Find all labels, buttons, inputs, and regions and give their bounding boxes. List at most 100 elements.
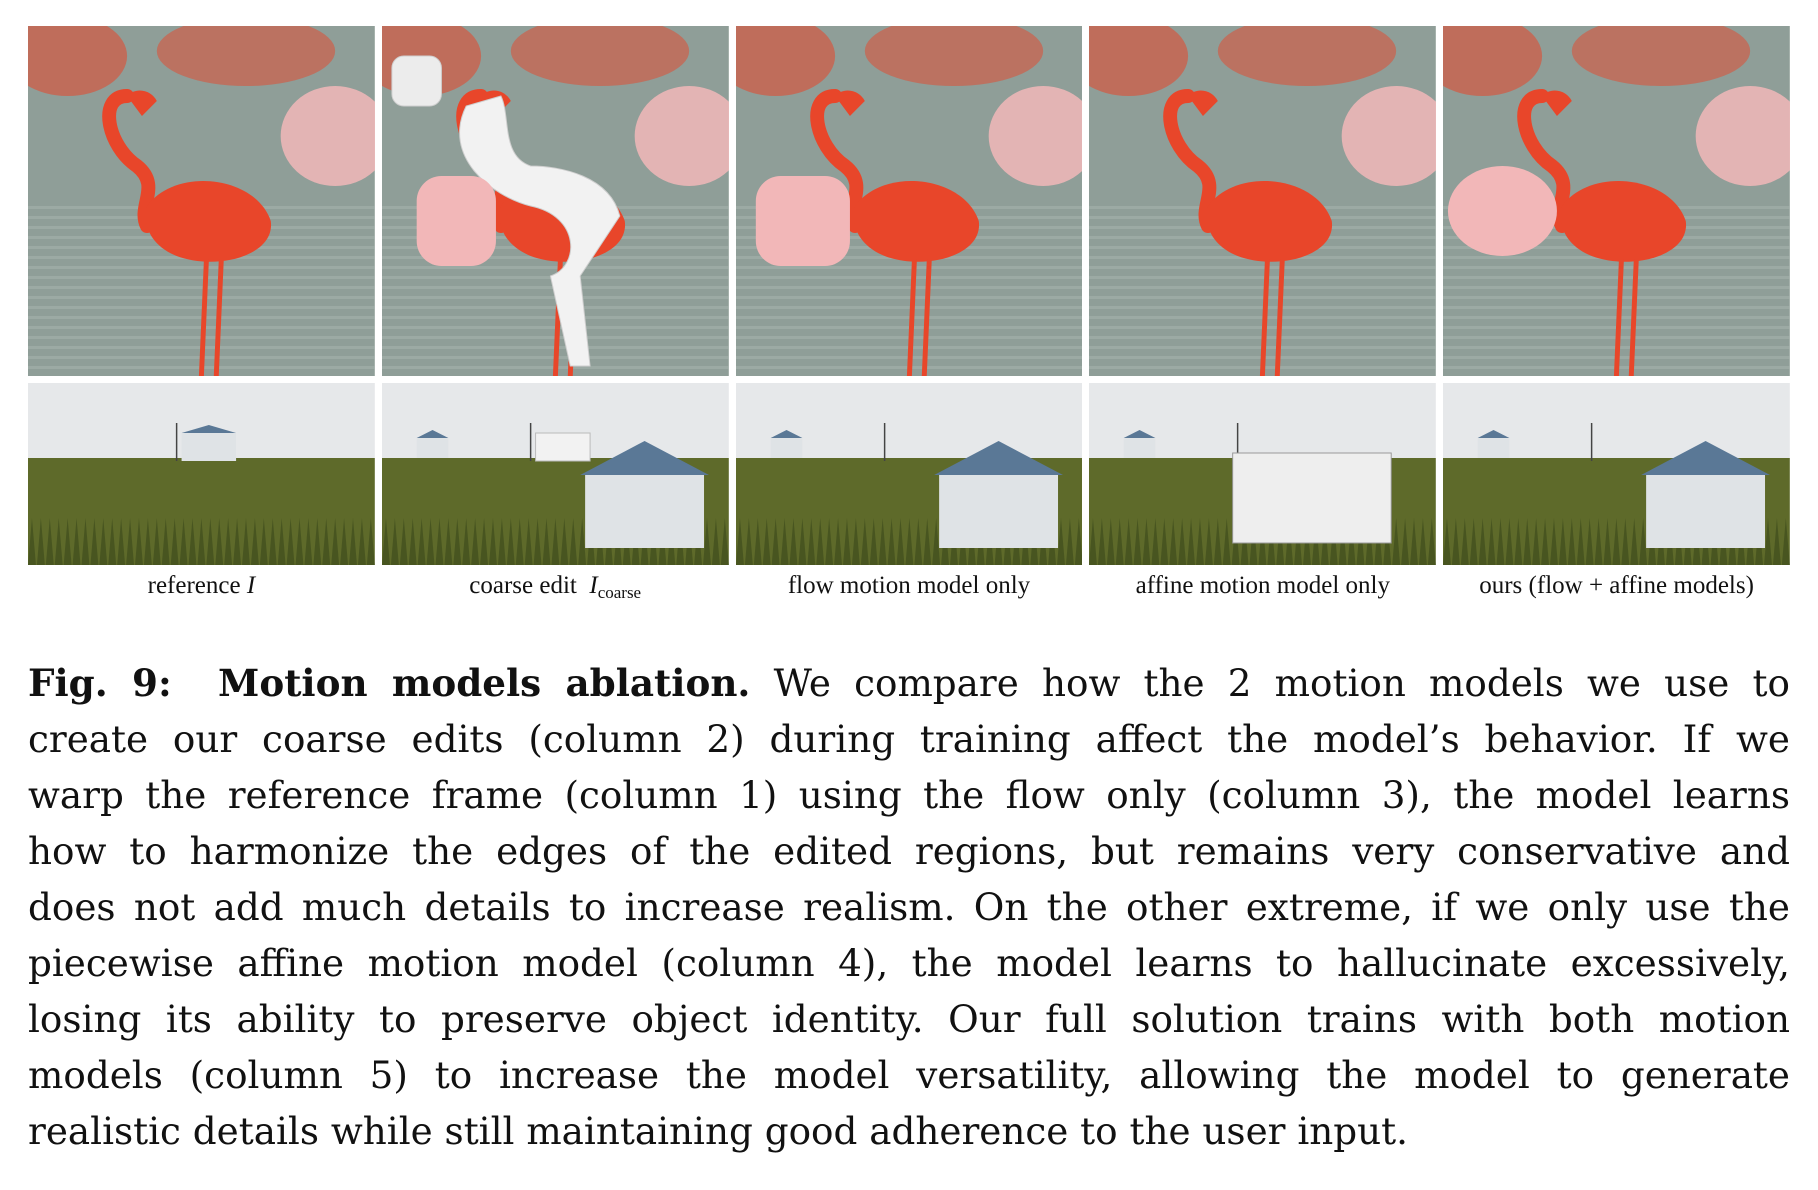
corn-leaf xyxy=(90,518,99,565)
corn-leaf xyxy=(224,518,233,565)
corn-leaf xyxy=(1452,518,1461,565)
corn-leaf xyxy=(1639,518,1648,565)
corn-leaf xyxy=(36,518,45,565)
caption-line: models (column 5) to increase the model … xyxy=(28,1053,1790,1097)
main-flamingo xyxy=(1517,89,1687,376)
column-label-ours: ours (flow + affine models) xyxy=(1479,572,1754,599)
corn-leaf xyxy=(99,518,108,565)
corn-leaf xyxy=(45,518,54,565)
pasted-pale-flamingo xyxy=(755,176,850,266)
background-flamingo xyxy=(988,86,1083,186)
checkerboard-hole xyxy=(459,95,621,367)
corn-leaf xyxy=(1107,518,1116,565)
main-flamingo xyxy=(1163,89,1333,376)
corn-leaf xyxy=(780,518,789,565)
water-ripple xyxy=(381,316,729,319)
corn-leaf xyxy=(1514,518,1523,565)
water-ripple xyxy=(1443,316,1790,319)
corn-leaf xyxy=(1392,518,1401,565)
corn-leaf xyxy=(1496,518,1505,565)
corn-leaf xyxy=(1621,518,1630,565)
corn-leaf xyxy=(744,518,753,565)
flamingo-ours-image xyxy=(1443,26,1790,376)
main-flamingo xyxy=(102,89,272,376)
flamingo-affine-only-image xyxy=(1089,26,1437,376)
caption-line: piecewise affine motion model (column 4)… xyxy=(28,941,1790,985)
corn-leaf xyxy=(1169,518,1178,565)
background-flamingo xyxy=(156,26,336,86)
corn-leaf xyxy=(789,518,798,565)
corn-leaf xyxy=(860,518,869,565)
corn-leaf xyxy=(126,518,135,565)
corn-leaf xyxy=(1214,518,1223,565)
background-flamingo xyxy=(1695,86,1790,186)
corn-leaf xyxy=(1461,518,1469,565)
corn-leaf xyxy=(569,518,577,565)
corn-leaf xyxy=(313,518,322,565)
corn-leaf xyxy=(1630,518,1639,565)
caption-line: losing its ability to preserve object id… xyxy=(28,997,1790,1041)
corn-leaf xyxy=(851,518,860,565)
corn-leaf xyxy=(824,518,833,565)
corn-leaf xyxy=(1585,518,1594,565)
corn-leaf xyxy=(72,518,81,565)
corn-leaf xyxy=(462,518,470,565)
large-silo-roof xyxy=(579,441,709,475)
silo-coarse-edit-image xyxy=(381,383,729,565)
corn-leaf xyxy=(215,518,224,565)
hallucinated-structure xyxy=(1232,452,1393,544)
background-flamingo xyxy=(634,86,729,186)
corn-leaf xyxy=(322,518,331,565)
corn-leaf xyxy=(304,518,313,565)
flamingo-reference-image xyxy=(28,26,375,376)
corn-leaf xyxy=(479,518,488,565)
corn-leaf xyxy=(54,518,63,565)
corn-leaf xyxy=(913,518,922,565)
corn-leaf xyxy=(1089,518,1098,565)
large-silo xyxy=(1646,473,1766,548)
small-silo xyxy=(181,433,237,461)
caption-line: Fig. 9: Motion models ablation. We compa… xyxy=(28,661,1790,705)
corn-leaf xyxy=(381,518,390,565)
water-ripple xyxy=(1089,276,1437,279)
corn-leaf xyxy=(188,518,197,565)
water-ripple xyxy=(381,266,729,269)
corn-leaf xyxy=(242,518,250,565)
silo-reference-image xyxy=(28,383,375,565)
caption-line: does not add much details to increase re… xyxy=(28,885,1790,929)
corn-leaf xyxy=(515,518,524,565)
water-ripple xyxy=(1089,296,1437,299)
checkerboard-hole xyxy=(391,55,442,107)
main-flamingo xyxy=(809,89,979,376)
corn-leaf xyxy=(179,518,188,565)
corn-leaf xyxy=(206,518,215,565)
corn-leaf xyxy=(720,518,729,565)
small-silo-roof xyxy=(770,430,802,438)
corn-leaf xyxy=(417,518,426,565)
corn-leaf xyxy=(735,518,744,565)
background-flamingo xyxy=(864,26,1043,86)
corn-leaf xyxy=(1419,518,1428,565)
corn-leaf xyxy=(152,518,161,565)
corn-leaf xyxy=(1133,518,1142,565)
corn-leaf xyxy=(1532,518,1541,565)
large-silo xyxy=(938,473,1058,548)
background-flamingo xyxy=(1089,26,1189,96)
corn-leaf xyxy=(1142,518,1151,565)
caption-title: Motion models ablation. xyxy=(218,661,751,705)
corn-leaf xyxy=(798,518,806,565)
water-ripple xyxy=(1443,296,1790,299)
water-ripple xyxy=(1089,286,1437,289)
corn-leaf xyxy=(551,518,560,565)
corn-leaf xyxy=(357,518,366,565)
corn-leaf xyxy=(197,518,206,565)
corn-leaf xyxy=(533,518,542,565)
corn-leaf xyxy=(1505,518,1514,565)
flamingo-coarse-edit-image xyxy=(381,26,729,376)
small-silo xyxy=(416,438,449,458)
water-ripple xyxy=(1443,276,1790,279)
background-flamingo xyxy=(280,86,375,186)
corn-leaf xyxy=(1782,518,1790,565)
corn-leaf xyxy=(1065,518,1074,565)
corn-leaf xyxy=(1401,518,1410,565)
